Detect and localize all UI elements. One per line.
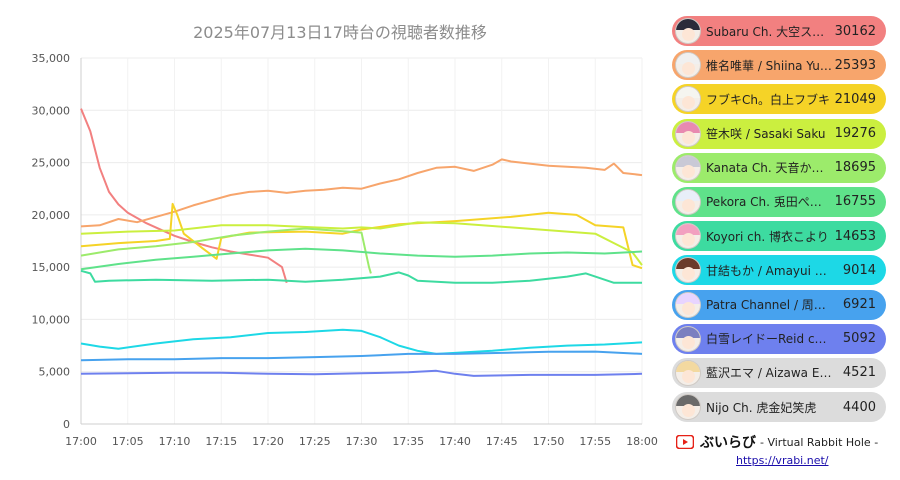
legend-item[interactable]: Subaru Ch. 大空スバル 30162: [672, 16, 886, 46]
legend-item[interactable]: 椎名唯華 / Shiina Yuika 25393: [672, 50, 886, 81]
y-tick-label: 35,000: [32, 52, 71, 65]
legend-value: 14653: [834, 228, 876, 244]
series-lines: [80, 108, 643, 377]
series-line-3: [80, 221, 643, 266]
x-tick-label: 18:00: [626, 435, 658, 448]
legend-value: 4400: [842, 399, 876, 415]
chart-title: 2025年07月13日17時台の視聴者数推移: [193, 23, 487, 42]
avatar: [675, 18, 701, 44]
legend-value: 4521: [842, 365, 876, 381]
y-tick-label: 25,000: [32, 157, 71, 170]
avatar: [675, 291, 701, 318]
legend-name: Pekora Ch. 兎田ぺこら: [706, 195, 832, 210]
avatar: [675, 394, 701, 421]
legend-value: 30162: [834, 23, 876, 39]
legend-value: 18695: [834, 160, 876, 176]
brand-url[interactable]: https://vrabi.net/: [736, 454, 829, 467]
legend-item[interactable]: 笹木咲 / Sasaki Saku 19276: [672, 118, 886, 149]
x-tick-label: 17:35: [392, 435, 424, 448]
legend-name: 椎名唯華 / Shiina Yuika: [706, 58, 832, 73]
legend-name: Kanata Ch. 天音かなた: [706, 161, 832, 176]
legend-item[interactable]: 藍沢エマ / Aizawa Ema 4521: [672, 357, 886, 388]
legend-item[interactable]: Pekora Ch. 兎田ぺこら 16755: [672, 186, 886, 217]
avatar: [675, 86, 701, 113]
legend-name: 笹木咲 / Sasaki Saku: [706, 127, 826, 142]
series-line-7: [80, 328, 643, 355]
x-tick-label: 17:25: [299, 435, 331, 448]
x-tick-label: 17:50: [533, 435, 565, 448]
legend-item[interactable]: フブキCh。白上フブキ 21049: [672, 84, 886, 115]
x-tick-label: 17:20: [252, 435, 284, 448]
legend-value: 16755: [834, 194, 876, 210]
series-line-5: [80, 247, 643, 271]
legend-name: Patra Channel / 周防パトラ: [706, 298, 832, 312]
legend-value: 9014: [842, 262, 876, 278]
avatar: [675, 52, 701, 79]
series-line-8: [80, 350, 643, 362]
x-axis-ticks: 17:00 17:05 17:10 17:15 17:20 17:25 17:30 17:35…: [65, 435, 658, 448]
legend-value: 5092: [842, 331, 876, 347]
y-tick-label: 20,000: [32, 209, 71, 222]
x-tick-label: 17:10: [159, 435, 191, 448]
x-tick-label: 17:45: [486, 435, 518, 448]
legend-name: Subaru Ch. 大空スバル: [706, 24, 832, 39]
avatar: [675, 120, 701, 147]
series-line-2: [80, 202, 643, 270]
avatar: [675, 359, 701, 386]
legend-value: 6921: [842, 297, 876, 312]
legend-item[interactable]: Patra Channel / 周防パトラ 6921: [672, 289, 886, 320]
legend: Subaru Ch. 大空スバル 30162 椎名唯華 / Shiina Yuika…: [672, 16, 886, 444]
y-axis-ticks: 0 5,000 10,000 15,000 20,000 25,000 30,000 35,0…: [32, 52, 71, 431]
y-tick-label: 0: [63, 418, 70, 431]
legend-value: 21049: [834, 91, 876, 107]
x-tick-label: 17:30: [346, 435, 378, 448]
avatar: [675, 223, 701, 250]
legend-value: 19276: [834, 126, 876, 142]
legend-name: 白雪レイドーReid channel: [706, 332, 832, 347]
x-tick-label: 17:00: [65, 435, 97, 448]
youtube-play-icon: [676, 435, 694, 449]
legend-name: Koyori ch. 博衣こより: [706, 229, 829, 244]
footer: ぶいらび - Virtual Rabbit Hole - https://vra…: [676, 430, 896, 480]
legend-name: Nijo Ch. 虎金妃笑虎: [706, 400, 817, 415]
legend-item[interactable]: Koyori ch. 博衣こより 14653: [672, 221, 886, 252]
y-tick-label: 15,000: [32, 261, 71, 274]
y-tick-label: 10,000: [32, 313, 71, 326]
series-line-1: [80, 158, 643, 228]
x-tick-label: 17:55: [579, 435, 611, 448]
legend-name: 藍沢エマ / Aizawa Ema: [706, 366, 832, 381]
grid: [80, 57, 643, 425]
avatar: [675, 154, 701, 181]
legend-item[interactable]: Kanata Ch. 天音かなた 18695: [672, 152, 886, 183]
series-line-9: [80, 369, 643, 377]
legend-value: 25393: [834, 57, 876, 73]
avatar: [675, 257, 701, 284]
series-line-4: [80, 227, 372, 274]
series-line-0: [80, 108, 288, 284]
legend-item[interactable]: 甘結もか / Amayui Moka 9014: [672, 255, 886, 286]
avatar: [675, 188, 701, 215]
brand-subtitle: - Virtual Rabbit Hole -: [760, 435, 879, 449]
x-tick-label: 17:40: [439, 435, 471, 448]
legend-name: 甘結もか / Amayui Moka: [706, 263, 832, 278]
y-tick-label: 5,000: [39, 366, 71, 379]
series-line-6: [80, 269, 642, 284]
legend-item[interactable]: 白雪レイドーReid channel 5092: [672, 323, 886, 354]
x-tick-label: 17:15: [205, 435, 237, 448]
legend-item[interactable]: Nijo Ch. 虎金妃笑虎 4400: [672, 392, 886, 423]
legend-name: フブキCh。白上フブキ: [706, 92, 830, 107]
brand-name: ぶいらび: [700, 435, 756, 451]
x-tick-label: 17:05: [112, 435, 144, 448]
avatar: [675, 325, 701, 352]
y-tick-label: 30,000: [32, 104, 71, 117]
